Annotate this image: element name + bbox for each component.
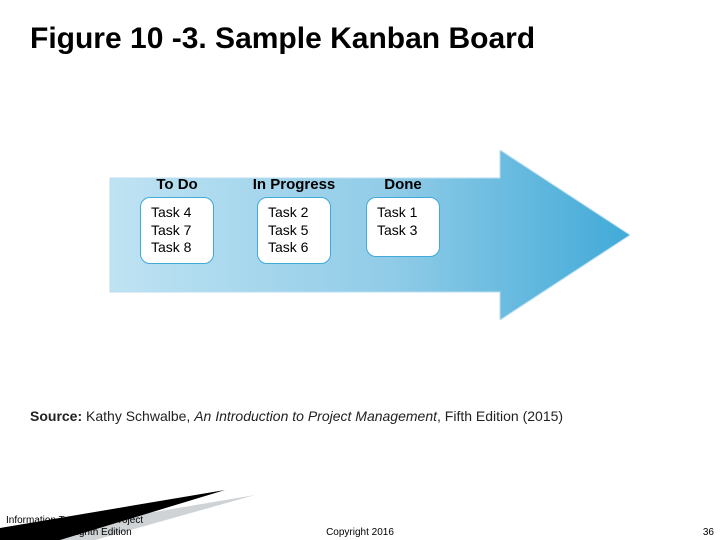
kanban-arrow-diagram: To Do Task 4Task 7Task 8 In Progress Task 2…	[90, 150, 630, 320]
column-header: Done	[368, 176, 438, 193]
source-title-italic: An Introduction to Project Management	[194, 408, 437, 424]
task-item: Task 7	[151, 222, 203, 240]
kanban-columns: To Do Task 4Task 7Task 8 In Progress Task 2…	[132, 176, 440, 264]
task-item: Task 4	[151, 204, 203, 222]
kanban-column: Done Task 1Task 3	[366, 176, 440, 264]
figure-title: Figure 10 -3. Sample Kanban Board	[30, 22, 535, 56]
kanban-column: To Do Task 4Task 7Task 8	[132, 176, 222, 264]
column-header: In Progress	[244, 176, 344, 193]
footer-left-line1: Information Technology Project	[6, 515, 143, 527]
source-rest: , Fifth Edition (2015)	[437, 408, 563, 424]
footer-copyright: Copyright 2016	[0, 527, 720, 538]
task-box: Task 4Task 7Task 8	[140, 197, 214, 264]
column-header: To Do	[132, 176, 222, 193]
source-author: Kathy Schwalbe,	[82, 408, 194, 424]
task-item: Task 6	[268, 239, 320, 257]
source-citation: Source: Kathy Schwalbe, An Introduction …	[30, 408, 563, 424]
source-label: Source:	[30, 408, 82, 424]
task-item: Task 2	[268, 204, 320, 222]
task-box: Task 2Task 5Task 6	[257, 197, 331, 264]
figure-content: To Do Task 4Task 7Task 8 In Progress Task 2…	[0, 150, 720, 320]
task-item: Task 8	[151, 239, 203, 257]
task-box: Task 1Task 3	[366, 197, 440, 257]
task-item: Task 1	[377, 204, 429, 222]
task-item: Task 3	[377, 222, 429, 240]
slide-number: 36	[703, 527, 714, 538]
kanban-column: In Progress Task 2Task 5Task 6	[244, 176, 344, 264]
task-item: Task 5	[268, 222, 320, 240]
